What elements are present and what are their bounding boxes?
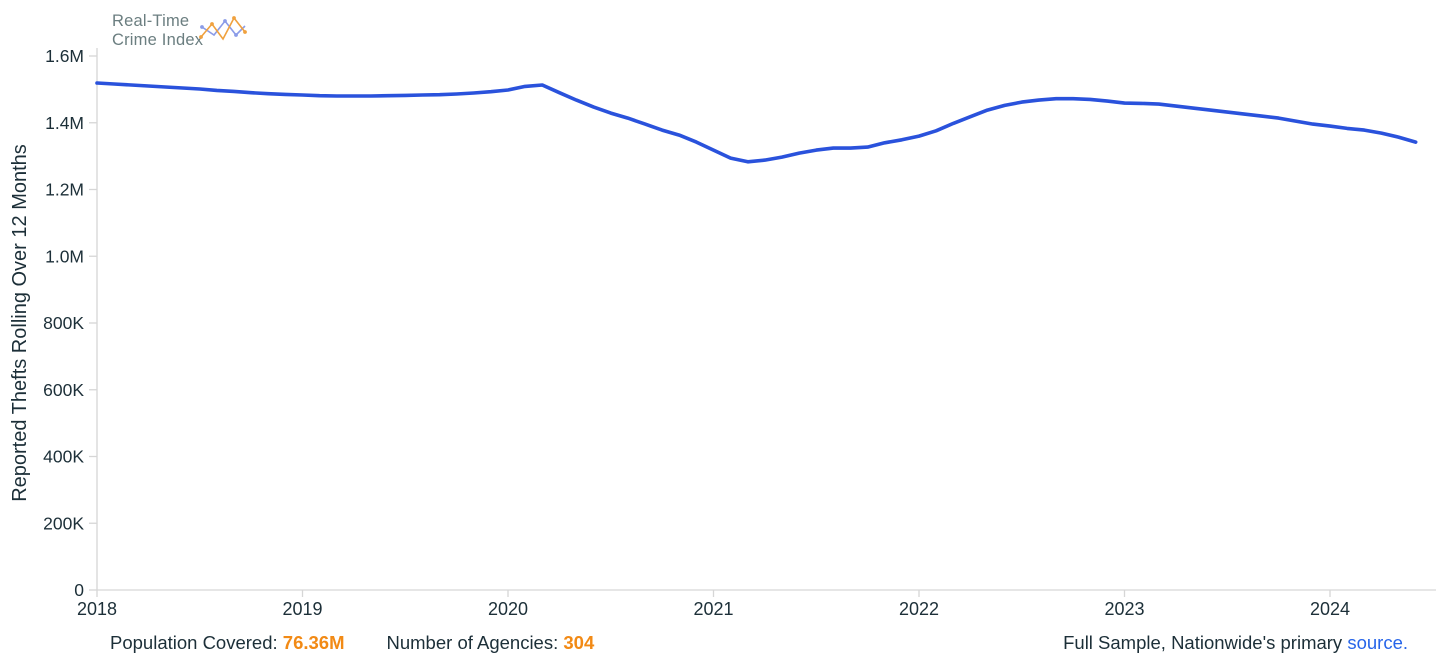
rtci-logo-line2: Crime Index <box>112 31 204 49</box>
footer-stats: Population Covered: 76.36M Number of Age… <box>110 632 594 654</box>
y-axis-tick-label: 1.2M <box>45 180 84 200</box>
sample-note-text: Full Sample, Nationwide's primary <box>1063 632 1348 653</box>
x-axis-tick-label: 2018 <box>77 599 117 619</box>
x-axis-tick-label: 2022 <box>899 599 939 619</box>
rtci-logo-line1: Real-Time <box>112 12 190 30</box>
source-link[interactable]: source. <box>1347 632 1408 653</box>
population-covered-value: 76.36M <box>282 632 345 653</box>
population-covered-stat: Population Covered: 76.36M <box>110 632 345 654</box>
x-axis-tick-label: 2024 <box>1310 599 1350 619</box>
y-axis-tick-label: 1.0M <box>45 246 84 266</box>
y-axis-tick-label: 800K <box>43 313 84 333</box>
y-axis-tick-label: 1.4M <box>45 113 84 133</box>
x-axis-tick-label: 2019 <box>282 599 322 619</box>
agencies-value: 304 <box>563 632 595 653</box>
x-axis-tick-label: 2021 <box>693 599 733 619</box>
y-axis-tick-label: 200K <box>43 513 84 533</box>
rtci-logo: Real-Time Crime Index <box>112 12 248 50</box>
thefts-line-chart: 0 200K 400K 600K 800K 1.0M 1.2M 1.4M 1.6M 2018 201… <box>9 46 1436 619</box>
thefts-trend-line <box>95 81 1418 164</box>
population-covered-label: Population Covered: <box>110 632 278 653</box>
agencies-label: Number of Agencies: <box>386 632 559 653</box>
y-axis-tick-label: 600K <box>43 380 84 400</box>
agencies-stat: Number of Agencies: 304 <box>387 632 595 654</box>
sample-note: Full Sample, Nationwide's primary source… <box>1063 632 1408 654</box>
y-axis-tick-label: 0 <box>74 580 84 600</box>
chart-footer: Population Covered: 76.36M Number of Age… <box>0 632 1456 654</box>
y-axis-title: Reported Thefts Rolling Over 12 Months <box>9 144 31 502</box>
x-axis-tick-label: 2020 <box>488 599 528 619</box>
zigzag-sparkline-icon <box>199 16 248 41</box>
rtci-logo-text: Real-Time Crime Index <box>112 12 203 50</box>
y-axis-tick-label: 400K <box>43 447 84 467</box>
y-axis-tick-label: 1.6M <box>45 46 84 66</box>
x-axis-tick-label: 2023 <box>1104 599 1144 619</box>
